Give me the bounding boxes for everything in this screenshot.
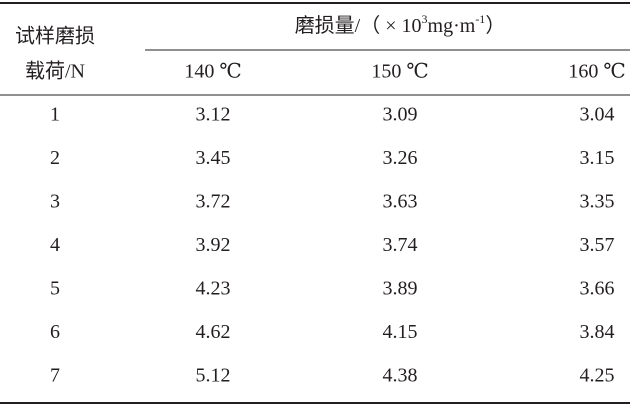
cell: 3.66 [580, 278, 615, 300]
cell: 4.62 [196, 321, 231, 343]
cell: 3.92 [196, 234, 231, 256]
row-label: 7 [50, 365, 60, 387]
cell: 3.84 [580, 321, 615, 343]
row-label: 5 [50, 278, 60, 300]
column-header: 140 ℃ [184, 61, 241, 83]
cell: 4.38 [383, 365, 418, 387]
cell: 3.26 [383, 147, 418, 169]
row-header: 试样磨损 [15, 25, 95, 48]
column-header: 150 ℃ [371, 61, 428, 83]
cell: 3.04 [580, 104, 615, 126]
group-header-part: mg·m [428, 15, 476, 37]
cell: 5.12 [196, 365, 231, 387]
cell: 3.74 [383, 234, 418, 256]
cell: 3.57 [580, 234, 615, 256]
cell: 4.23 [196, 278, 231, 300]
superscript: -1 [475, 12, 485, 26]
cell: 3.72 [196, 191, 231, 213]
group-header: 磨损量/（ × 103mg·m-1） [295, 12, 506, 37]
cell: 4.25 [580, 365, 615, 387]
column-header: 160 ℃ [568, 61, 625, 83]
cell: 3.09 [383, 104, 418, 126]
cell: 4.15 [383, 321, 418, 343]
cell: 3.15 [580, 147, 615, 169]
cell: 3.12 [196, 104, 231, 126]
cell: 3.63 [383, 191, 418, 213]
row-label: 3 [50, 191, 60, 213]
row-label: 2 [50, 147, 60, 169]
row-label: 6 [50, 321, 60, 343]
row-label: 1 [50, 104, 60, 126]
superscript: 3 [422, 12, 428, 26]
group-header-part: ） [485, 14, 505, 37]
cell: 3.45 [196, 147, 231, 169]
cell: 3.89 [383, 278, 418, 300]
row-header: 载荷/N [25, 60, 85, 83]
cell: 3.35 [580, 191, 615, 213]
row-label: 4 [50, 234, 60, 256]
group-header-part: 磨损量/（ × 10 [295, 14, 422, 37]
